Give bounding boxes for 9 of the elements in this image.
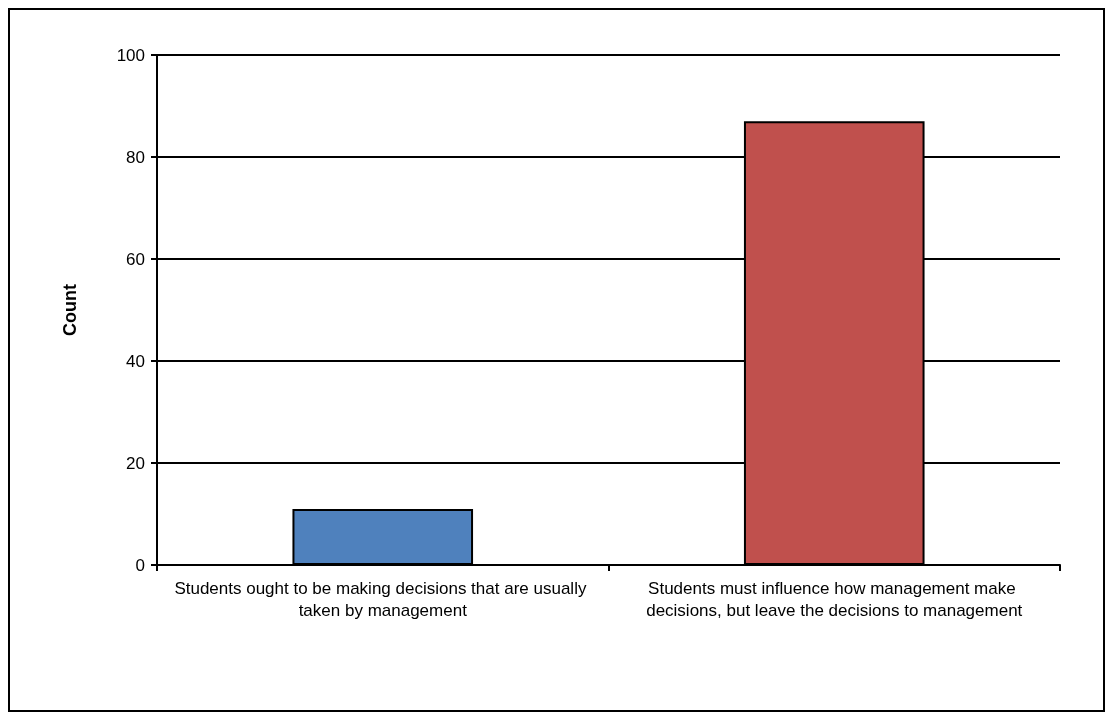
x-tick-label: Students must influence how management make decisions, but leave the decisions to management [646,578,1023,620]
y-tick-label: 40 [126,351,145,371]
y-tick-label: 20 [126,453,145,473]
y-tick-label: 0 [135,555,145,575]
x-tick-label: Students ought to be making decisions that are usually taken by management [174,578,592,620]
y-tick-label: 80 [126,147,145,167]
y-tick-label: 60 [126,249,145,269]
y-axis-title: Count [60,284,80,336]
y-tick-label: 100 [116,45,145,65]
